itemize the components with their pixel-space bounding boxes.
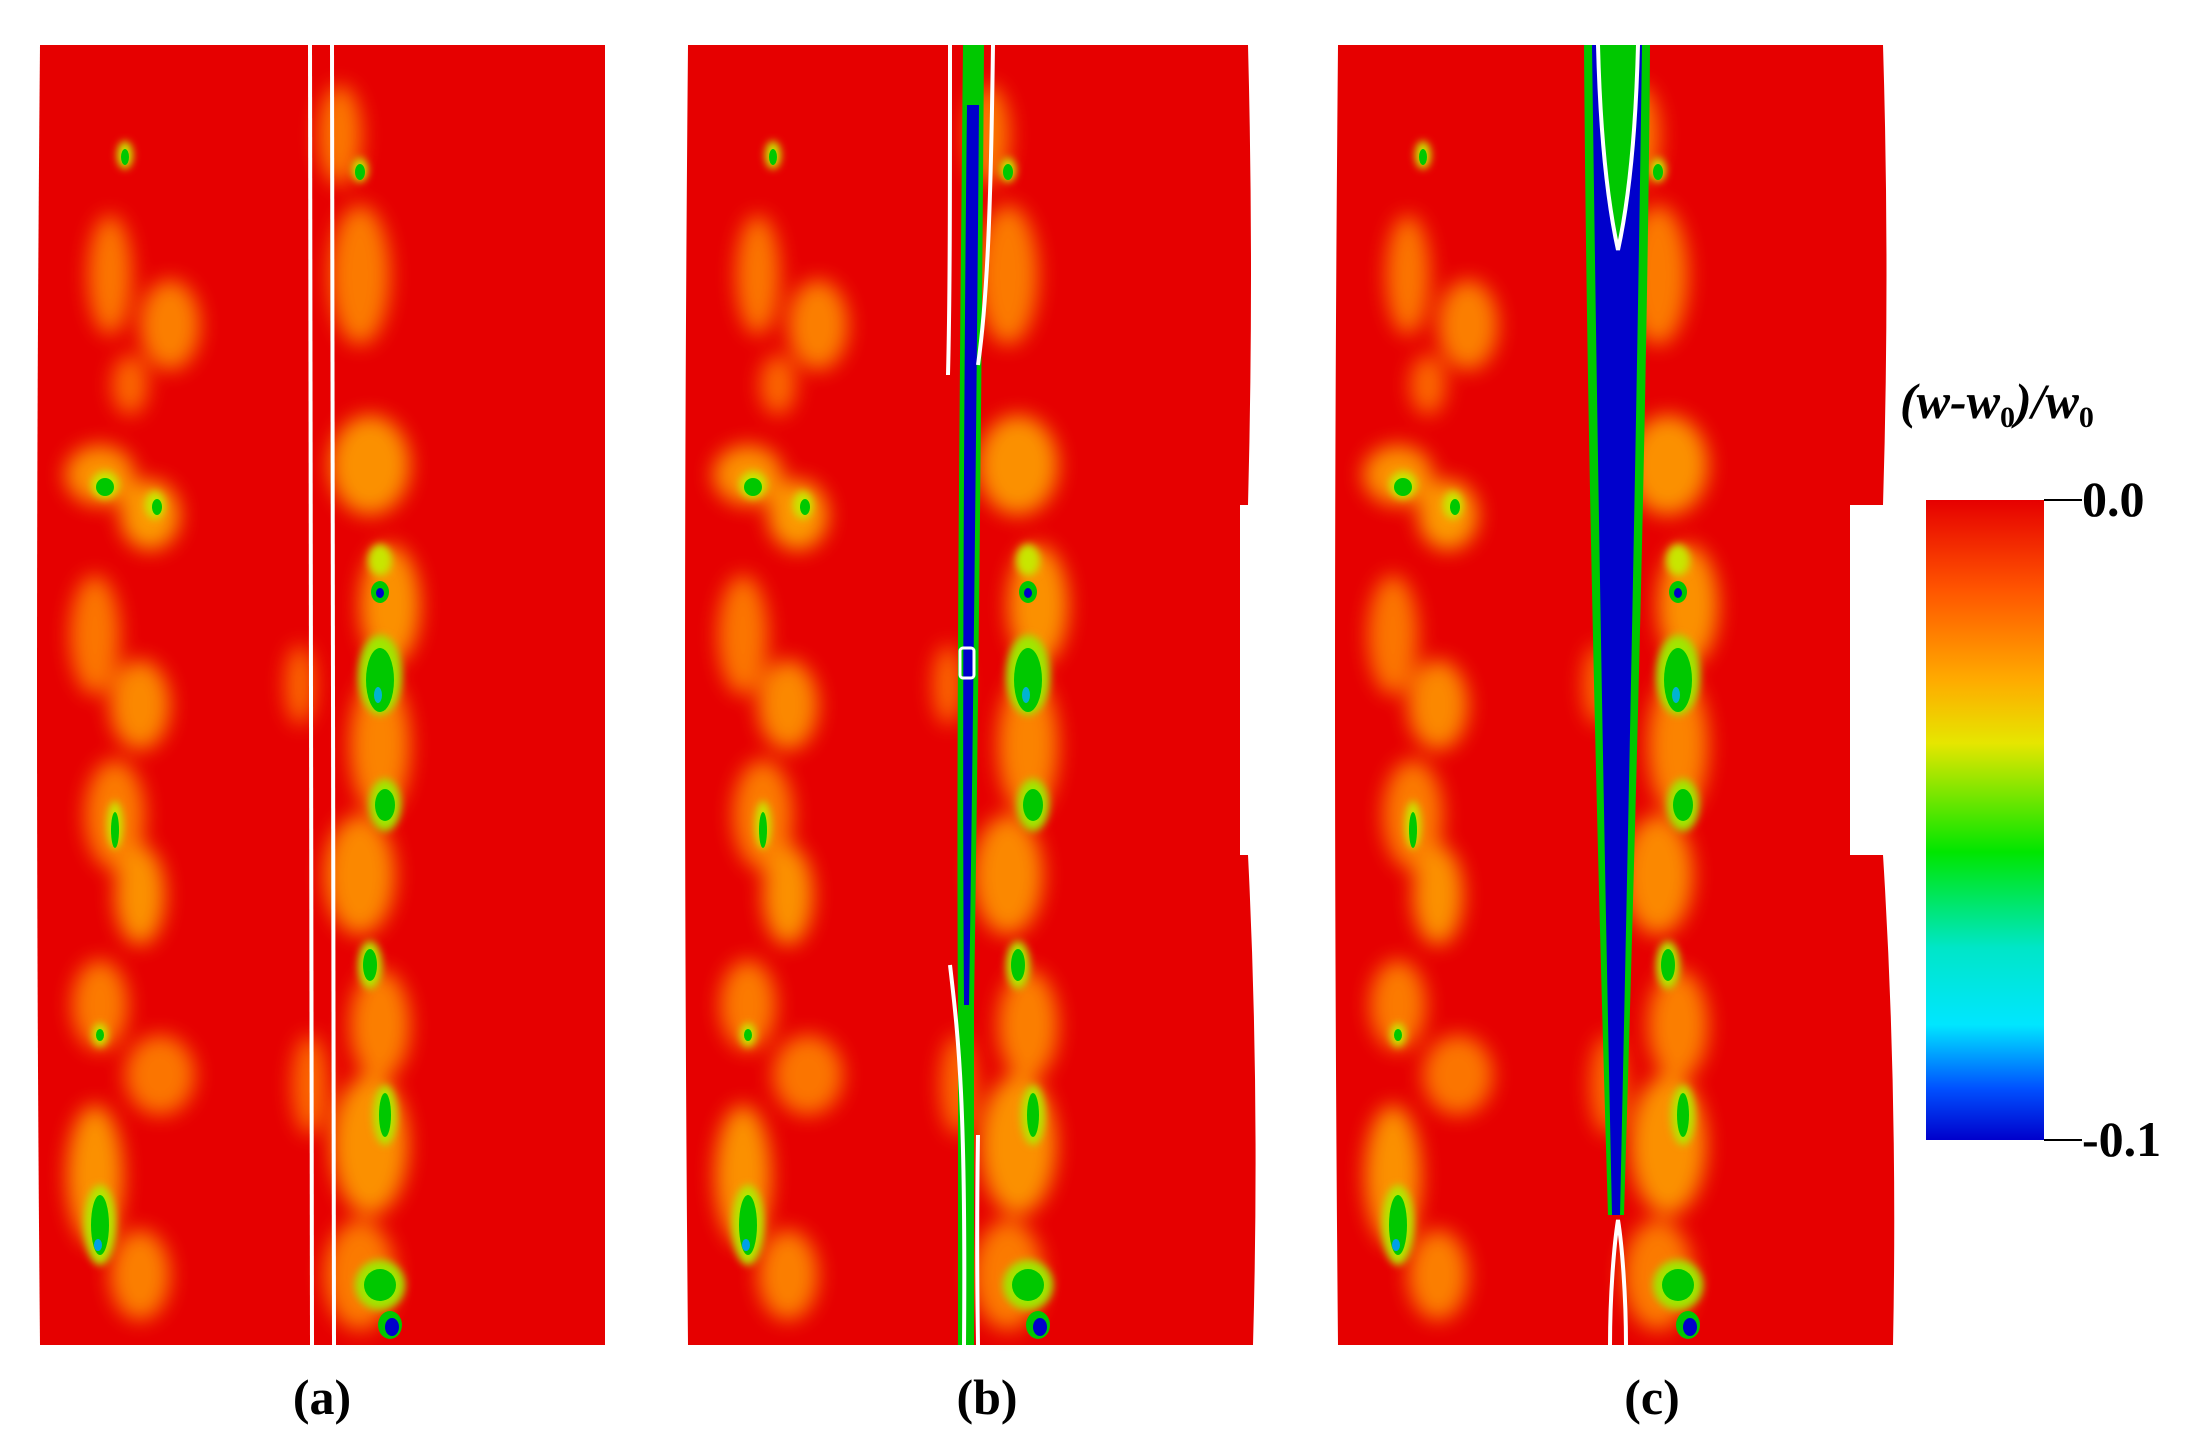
panel-label-a: (a): [292, 1369, 352, 1425]
panel-label-b: (b): [956, 1369, 1018, 1425]
title-sub-2: 0: [2078, 401, 2094, 434]
panel-label-c: (c): [1624, 1369, 1680, 1425]
colorbar-max-label: 0.0: [2082, 471, 2145, 527]
colorbar-title: (w-w0)/w0: [1900, 372, 2094, 435]
panel-a: [37, 44, 605, 1346]
panel-b: [685, 44, 1256, 1346]
title-sub-1: 0: [2000, 401, 2015, 434]
colorbar: [1926, 499, 2082, 1141]
title-part-2: )/w: [2015, 373, 2079, 429]
colorbar-min-label: -0.1: [2082, 1111, 2162, 1167]
title-part-1: (w-w: [1900, 373, 2000, 429]
panel-c: [1335, 44, 1895, 1346]
colorbar-gradient: [1926, 500, 2044, 1140]
